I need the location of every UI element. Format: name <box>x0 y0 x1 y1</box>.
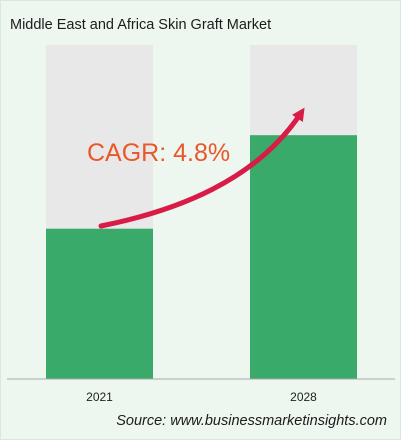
trend-up-arrow-icon <box>98 107 305 229</box>
cagr-label: CAGR: 4.8% <box>87 139 230 167</box>
bar-2021 <box>46 228 153 379</box>
x-tick-label: 2021 <box>86 390 113 404</box>
source-credit: Source: www.businessmarketinsights.com <box>116 413 387 429</box>
x-tick-label: 2028 <box>290 390 317 404</box>
chart-title: Middle East and Africa Skin Graft Market <box>10 17 272 33</box>
bar-2028 <box>250 135 357 379</box>
